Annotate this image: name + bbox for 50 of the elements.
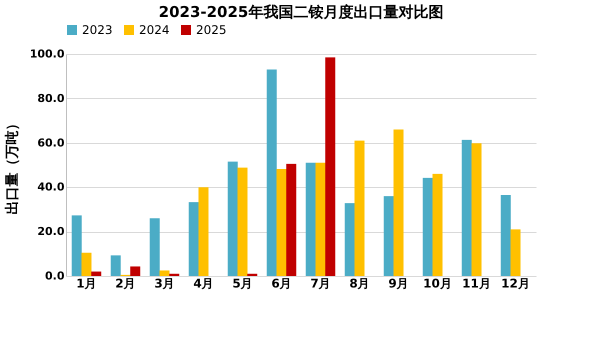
x-tick-label: 6月	[271, 276, 292, 290]
bar	[344, 203, 355, 276]
x-tick-label: 7月	[310, 276, 331, 290]
bar	[81, 252, 92, 276]
bar	[150, 218, 160, 276]
bar	[276, 168, 286, 276]
y-axis-title: 出口量（万吨）	[4, 116, 21, 214]
y-tick-label: 60.0	[37, 136, 65, 150]
bar	[130, 266, 140, 276]
y-tick-label: 80.0	[37, 92, 65, 105]
y-tick-label: 100.0	[30, 48, 65, 60]
x-tick-label: 4月	[193, 276, 214, 290]
bar	[432, 174, 443, 276]
bar	[91, 272, 102, 276]
bar	[266, 70, 277, 276]
x-tick-label: 10月	[423, 276, 452, 290]
bar	[286, 164, 296, 276]
bar	[159, 270, 170, 276]
bar	[198, 187, 208, 276]
bar	[510, 229, 521, 276]
bar	[228, 162, 238, 276]
legend-label: 2024	[139, 23, 170, 37]
bar	[306, 162, 316, 276]
y-tick-label: 0.0	[45, 270, 65, 282]
bar	[500, 194, 511, 276]
bar	[72, 215, 82, 276]
x-tick-label: 3月	[154, 276, 175, 290]
bar	[384, 196, 394, 276]
legend-label: 2025	[196, 23, 227, 37]
y-tick-label: 20.0	[37, 225, 65, 238]
bar	[110, 255, 121, 276]
bar	[188, 202, 199, 276]
bar	[316, 162, 326, 276]
bar	[462, 140, 472, 276]
x-tick-label: 8月	[349, 276, 370, 290]
bar	[472, 143, 482, 276]
y-tick-label: 40.0	[37, 180, 65, 194]
bar	[394, 129, 404, 276]
bar	[354, 140, 365, 276]
x-tick-label: 5月	[232, 276, 253, 290]
bar	[237, 168, 248, 276]
legend-label: 2023	[82, 23, 113, 37]
chart-title: 2023-2025年我国二铵月度出口量对比图	[158, 3, 444, 21]
x-tick-label: 2月	[115, 276, 136, 290]
x-tick-label: 12月	[501, 276, 530, 290]
bar	[325, 57, 336, 276]
x-tick-label: 1月	[76, 276, 97, 290]
x-tick-label: 9月	[388, 276, 409, 290]
x-tick-label: 11月	[462, 276, 491, 290]
bar	[422, 178, 433, 276]
